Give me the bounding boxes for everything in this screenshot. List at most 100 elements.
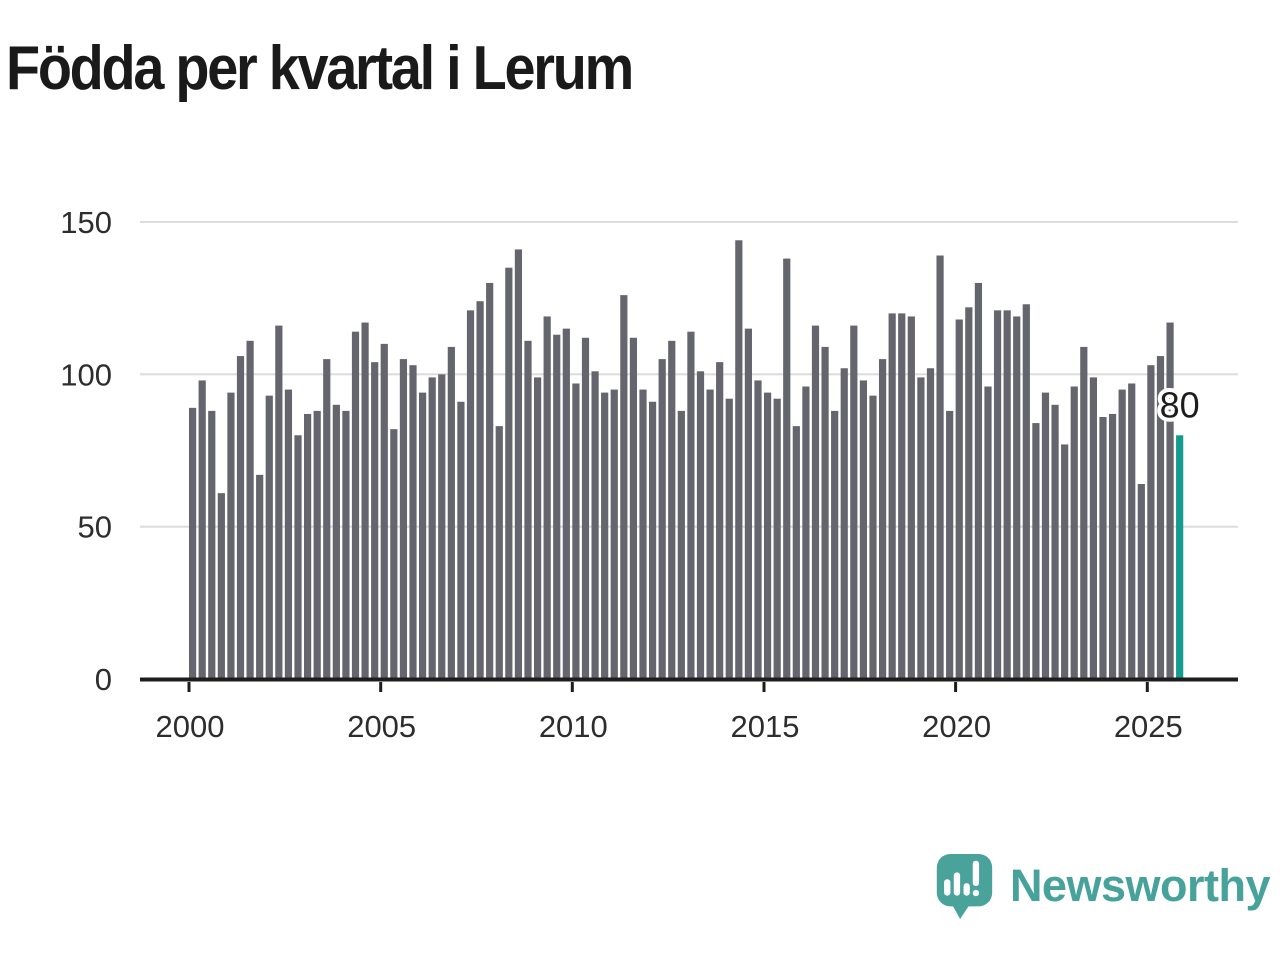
- bar: [677, 410, 685, 679]
- x-axis-line: [140, 677, 1238, 682]
- bar: [946, 410, 954, 679]
- bar-latest-highlighted: [1176, 435, 1184, 679]
- bar: [687, 331, 695, 679]
- bar: [466, 310, 475, 679]
- bar: [629, 337, 638, 679]
- logo-chart-bar: [953, 872, 961, 896]
- bar: [1118, 389, 1126, 679]
- bar: [1051, 404, 1059, 679]
- bar: [227, 392, 235, 679]
- bar: [706, 389, 714, 679]
- bar: [754, 380, 762, 679]
- bar: [926, 368, 935, 679]
- bar: [533, 377, 542, 679]
- bar: [725, 398, 733, 679]
- bar: [591, 371, 599, 679]
- bar: [821, 346, 829, 679]
- bar: [514, 249, 523, 680]
- bar: [802, 386, 810, 679]
- bar: [1013, 316, 1021, 679]
- bar: [562, 328, 570, 679]
- bar: [859, 380, 868, 679]
- bar: [840, 368, 848, 679]
- y-axis-label: 50: [78, 510, 112, 545]
- bar: [351, 331, 360, 679]
- bar: [888, 313, 896, 679]
- bar: [399, 359, 408, 679]
- y-axis-label: 150: [60, 205, 112, 240]
- bar: [1003, 310, 1011, 679]
- bar: [486, 282, 494, 679]
- gridline: [140, 221, 1238, 223]
- x-axis-label: 2025: [1114, 709, 1183, 744]
- bar: [1080, 346, 1088, 679]
- bar: [361, 322, 369, 679]
- bar: [811, 325, 820, 679]
- bar: [189, 407, 197, 679]
- bar: [783, 258, 791, 679]
- bar: [965, 307, 973, 679]
- bar: [284, 389, 293, 679]
- bar: [620, 295, 628, 679]
- x-axis-tick: [762, 682, 766, 692]
- bar: [476, 301, 484, 679]
- logo-exclamation-dot: [972, 889, 979, 897]
- x-axis-tick: [570, 682, 574, 692]
- bar: [581, 337, 590, 679]
- bar: [716, 362, 724, 679]
- bar: [955, 319, 963, 679]
- bar: [936, 255, 944, 679]
- logo-chart-bar: [963, 883, 970, 896]
- bar: [1108, 413, 1117, 679]
- bar: [371, 362, 379, 679]
- bar: [198, 380, 206, 679]
- bar: [1128, 383, 1136, 679]
- bar: [543, 316, 551, 679]
- bar: [553, 334, 561, 679]
- chart-title: Födda per kvartal i Lerum: [6, 34, 634, 103]
- bar: [304, 413, 312, 679]
- x-axis-label: 2020: [922, 709, 991, 744]
- newsworthy-logo-icon: [936, 853, 993, 920]
- bar: [332, 404, 340, 679]
- bar: [505, 267, 513, 679]
- bar: [1061, 444, 1069, 679]
- x-axis-label: 2015: [731, 709, 800, 744]
- logo-exclamation-bar: [972, 860, 979, 886]
- bar: [342, 410, 350, 679]
- bar: [773, 398, 781, 679]
- newsworthy-logo: Newsworthy: [930, 851, 1271, 921]
- bar: [907, 316, 915, 679]
- bar: [428, 377, 436, 679]
- y-axis-label: 0: [95, 662, 112, 697]
- bar: [418, 392, 427, 679]
- bar: [409, 365, 417, 679]
- bar: [1166, 322, 1174, 679]
- bar: [850, 325, 858, 679]
- x-axis-tick: [187, 682, 191, 692]
- bar: [217, 493, 225, 679]
- bar: [524, 340, 532, 679]
- x-axis-label: 2010: [539, 709, 608, 744]
- x-axis-tick: [954, 682, 958, 692]
- bar: [275, 325, 283, 679]
- bar: [639, 389, 647, 679]
- bar: [236, 356, 245, 679]
- bar: [447, 346, 455, 679]
- bar: [831, 410, 839, 679]
- bar: [1089, 377, 1097, 679]
- bar: [495, 426, 503, 679]
- bar: [1099, 416, 1107, 679]
- bar: [1137, 484, 1145, 679]
- bar: [265, 395, 273, 679]
- bar: [974, 282, 983, 679]
- bar: [438, 374, 446, 679]
- bar: [380, 343, 388, 679]
- bar: [898, 313, 906, 679]
- bar: [313, 410, 321, 679]
- x-axis-tick: [1145, 682, 1149, 692]
- bar: [572, 383, 580, 679]
- bar: [323, 359, 331, 679]
- bar: [208, 410, 216, 679]
- latest-value-label: 80: [1160, 384, 1200, 425]
